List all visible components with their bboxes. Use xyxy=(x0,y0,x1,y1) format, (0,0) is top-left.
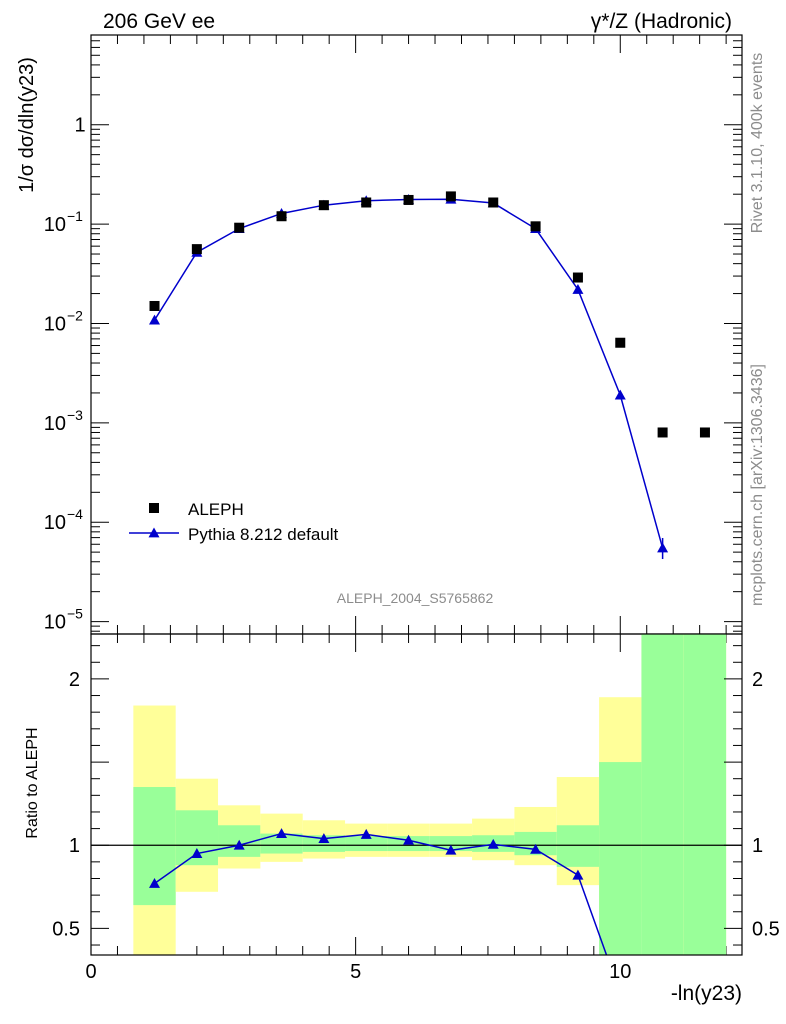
main-panel: 110−110−210−310−410−5 xyxy=(44,34,743,955)
data-point xyxy=(572,272,583,283)
main-ylabel: 1/σ dσ/dln(y23) xyxy=(16,57,38,193)
ratio-point xyxy=(572,869,584,880)
ratio-y-tick-label: 2 xyxy=(69,669,80,691)
ratio-point xyxy=(360,828,372,839)
main-y-tick-exponent: −5 xyxy=(67,606,83,622)
ratio-point xyxy=(530,843,542,854)
mcplots-label: mcplots.cern.ch [arXiv:1306.3436] xyxy=(749,364,766,606)
mc-point xyxy=(614,389,626,400)
main-y-tick-label: 10 xyxy=(44,313,66,335)
ratio-y-tick-label-right: 2 xyxy=(752,669,763,691)
ratio-y-tick-label: 1 xyxy=(69,835,80,857)
data-point xyxy=(149,300,160,311)
ratio-point xyxy=(191,848,203,858)
data-point xyxy=(699,427,710,438)
ratio-panel: 0.5 0.5 1 1 2 2 0 5 10 xyxy=(52,633,780,983)
ratio-green-band xyxy=(641,634,684,955)
ratio-green-band xyxy=(556,825,600,867)
data-point xyxy=(361,197,372,208)
data-point xyxy=(657,427,668,438)
legend-pythia-marker xyxy=(148,527,160,538)
legend-pythia-label: Pythia 8.212 default xyxy=(188,525,339,544)
ratio-green-band xyxy=(599,762,642,955)
ratio-series-line xyxy=(154,832,608,956)
legend-aleph-label: ALEPH xyxy=(188,500,244,519)
main-y-tick-exponent: −3 xyxy=(67,407,83,423)
data-point xyxy=(530,221,541,232)
data-point xyxy=(615,337,626,348)
ratio-y-tick-label: 0.5 xyxy=(52,918,80,940)
mc-point xyxy=(572,283,584,294)
main-y-tick-label: 10 xyxy=(44,214,66,236)
x-tick-label: 10 xyxy=(609,961,631,983)
data-point xyxy=(318,200,329,211)
main-frame xyxy=(90,34,743,635)
mc-point xyxy=(657,542,669,553)
ratio-point xyxy=(445,844,457,855)
data-point xyxy=(403,194,414,205)
data-point xyxy=(488,197,499,208)
ratio-green-band xyxy=(683,634,727,955)
ratio-frame xyxy=(90,633,743,956)
mc-point xyxy=(149,314,161,325)
main-y-tick-label: 10 xyxy=(44,512,66,534)
ratio-point xyxy=(487,838,499,849)
legend: ALEPH Pythia 8.212 default xyxy=(129,500,339,544)
mc-series-line xyxy=(153,198,664,549)
ratio-point xyxy=(276,828,288,838)
ratio-green-band xyxy=(302,835,346,852)
ratio-green-band xyxy=(260,833,303,854)
main-y-tick-label: 10 xyxy=(44,413,66,435)
ratio-green-band xyxy=(514,831,557,856)
ratio-y-tick-label-right: 0.5 xyxy=(752,918,780,940)
ratio-point xyxy=(318,833,330,843)
main-y-tick-label: 1 xyxy=(74,115,85,137)
data-point xyxy=(445,191,456,202)
legend-aleph-marker xyxy=(149,503,159,513)
main-y-tick-exponent: −4 xyxy=(67,506,83,522)
ratio-y-tick-label-right: 1 xyxy=(752,835,763,857)
x-axis-title: -ln(y23) xyxy=(671,982,742,1005)
data-point xyxy=(276,211,287,222)
main-ylabel-text: 1/σ dσ/dln(y23) xyxy=(16,57,38,193)
ratio-point xyxy=(233,839,245,850)
x-tick-label: 0 xyxy=(85,961,96,983)
analysis-id-label: ALEPH_2004_S5765862 xyxy=(337,590,494,606)
main-y-tick-label: 10 xyxy=(44,612,66,634)
x-tick-label: 5 xyxy=(350,961,361,983)
header-left-label: 206 GeV ee xyxy=(103,10,215,33)
header-right-label: γ*/Z (Hadronic) xyxy=(591,10,732,33)
ratio-point xyxy=(149,877,161,888)
ratio-ylabel: Ratio to ALEPH xyxy=(24,727,41,838)
ratio-green-band xyxy=(345,836,388,852)
ratio-point xyxy=(403,834,415,845)
main-y-tick-exponent: −2 xyxy=(67,307,83,323)
data-point xyxy=(191,244,202,255)
main-y-tick-exponent: −1 xyxy=(67,208,83,224)
rivet-version-label: Rivet 3.1.10, 400k events xyxy=(749,53,766,234)
data-point xyxy=(234,222,245,233)
